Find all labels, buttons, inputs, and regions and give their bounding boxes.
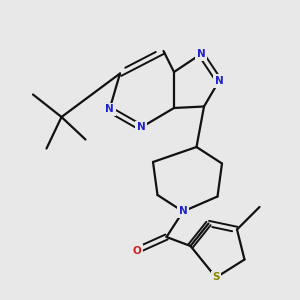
Text: N: N	[105, 104, 114, 115]
Text: N: N	[136, 122, 146, 133]
Text: N: N	[196, 49, 206, 59]
Text: N: N	[178, 206, 188, 217]
Text: O: O	[132, 245, 141, 256]
Text: N: N	[214, 76, 224, 86]
Text: S: S	[212, 272, 220, 283]
